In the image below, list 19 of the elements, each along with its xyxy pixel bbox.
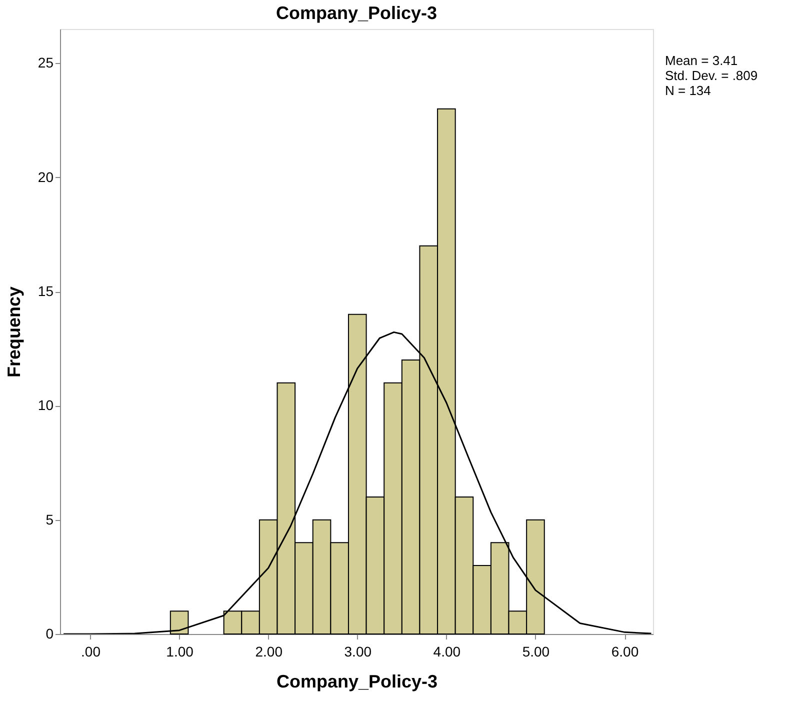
- x-tick-label: 1.00: [166, 644, 194, 660]
- y-tick-label: 15: [38, 283, 54, 300]
- text: Std. Dev. = .809: [665, 68, 758, 83]
- x-tick-label: 5.00: [522, 644, 550, 660]
- x-tick-label: .00: [81, 644, 101, 660]
- y-tick-label: 10: [38, 397, 54, 414]
- y-tick-label: 20: [38, 168, 54, 185]
- x-axis-title: Company_Policy-3: [276, 672, 438, 692]
- x-tick-label: 3.00: [344, 644, 372, 660]
- y-tick-label: 0: [46, 626, 54, 642]
- x-tick-label: 4.00: [433, 644, 461, 660]
- y-axis-title: Frequency: [4, 286, 24, 378]
- y-tick-label: 25: [38, 54, 54, 71]
- text: Mean = 3.41: [665, 53, 738, 68]
- chart-title: Company_Policy-3: [276, 3, 438, 23]
- y-tick-label: 5: [46, 511, 54, 528]
- x-tick-label: 6.00: [611, 644, 639, 660]
- text: N = 134: [665, 83, 711, 98]
- x-tick-label: 2.00: [255, 644, 283, 660]
